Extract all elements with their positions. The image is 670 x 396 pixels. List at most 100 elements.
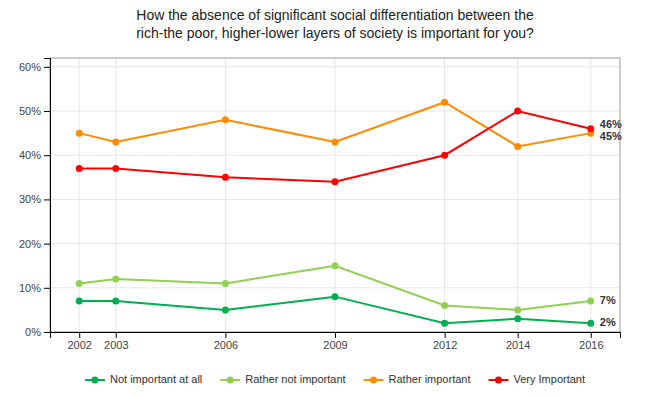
marks: [76, 99, 595, 327]
point: [514, 315, 521, 322]
tick-mark: [44, 288, 50, 289]
point: [76, 280, 83, 287]
tick: 2002: [67, 332, 91, 351]
point: [441, 152, 448, 159]
point: [112, 138, 119, 145]
tick-mark: [335, 332, 336, 338]
tick-label: 10%: [19, 282, 41, 294]
legend-marker: [370, 377, 377, 384]
tick: 30%: [19, 193, 50, 205]
data-label: 45%: [600, 130, 622, 142]
tick: 2003: [104, 332, 128, 351]
tick-label: 2012: [433, 339, 457, 351]
legend-label: Very Important: [514, 373, 586, 385]
tick-label: 2002: [67, 339, 91, 351]
legend: Not important at all Rather not important…: [85, 373, 585, 385]
point: [222, 116, 229, 123]
point: [441, 302, 448, 309]
point: [587, 125, 594, 132]
tick-label: 40%: [19, 149, 41, 161]
legend-label: Not important at all: [110, 373, 202, 385]
tick-mark: [44, 332, 50, 333]
legend-marker: [495, 377, 502, 384]
legend-item: Not important at all: [85, 373, 202, 385]
tick-mark: [116, 332, 117, 338]
line: [79, 102, 591, 146]
chart: How the absence of significant social di…: [0, 0, 670, 396]
tick-label: 2009: [323, 339, 347, 351]
tick-mark: [225, 332, 226, 338]
data-label: 2%: [600, 316, 616, 328]
tick-mark: [79, 332, 80, 338]
point: [441, 320, 448, 327]
grid-line: [79, 58, 80, 332]
tick-label: 50%: [19, 105, 41, 117]
point: [76, 130, 83, 137]
tick: 40%: [19, 149, 50, 161]
legend-item: Rather important: [364, 373, 471, 385]
tick-label: 20%: [19, 238, 41, 250]
tick: 2009: [323, 332, 347, 351]
legend-item: Rather not important: [220, 373, 345, 385]
legend-marker: [91, 377, 98, 384]
tick-label: 2016: [579, 339, 603, 351]
tick-mark: [445, 332, 446, 338]
tick: 50%: [19, 105, 50, 117]
point: [222, 280, 229, 287]
tick-mark: [44, 199, 50, 200]
tick-mark: [44, 155, 50, 156]
plot-frame: [50, 58, 620, 332]
axis-line: [44, 59, 51, 333]
tick: 2006: [214, 332, 238, 351]
tick-mark: [518, 332, 519, 338]
grid-line: [115, 58, 116, 332]
point: [76, 165, 83, 172]
point: [222, 306, 229, 313]
data-label: 7%: [600, 294, 616, 306]
legend-label: Rather not important: [245, 373, 345, 385]
tick-label: 30%: [19, 193, 41, 205]
tick: 2016: [579, 332, 603, 351]
tick-label: 2003: [104, 339, 128, 351]
axis-line: [51, 333, 621, 339]
legend-label: Rather important: [389, 373, 471, 385]
plot: 2002 2003 2006 2009 2012 2014 2016 0% 10% 20% 30% 4…: [19, 58, 622, 351]
tick: 2014: [506, 332, 530, 351]
data-label: 46%: [600, 118, 622, 130]
tick: 0%: [25, 326, 50, 338]
point: [112, 298, 119, 305]
tick-label: 60%: [19, 61, 41, 73]
tick-label: 0%: [25, 326, 41, 338]
tick-mark: [44, 111, 50, 112]
point: [441, 99, 448, 106]
point: [332, 293, 339, 300]
tick: 20%: [19, 238, 50, 250]
tick: 2012: [433, 332, 457, 351]
point: [514, 306, 521, 313]
tick-mark: [591, 332, 592, 338]
line: [79, 111, 591, 182]
tick: 60%: [19, 61, 50, 73]
grid-line: [590, 58, 591, 332]
point: [332, 262, 339, 269]
x-axis: 2002 2003 2006 2009 2012 2014 2016: [51, 332, 621, 351]
title-line: rich-the poor, higher-lower layers of so…: [136, 25, 534, 41]
tick: 10%: [19, 282, 50, 294]
tick-label: 2006: [214, 339, 238, 351]
tick-label: 2014: [506, 339, 530, 351]
title-line: How the absence of significant social di…: [136, 7, 534, 23]
line: [79, 266, 591, 310]
legend-marker: [227, 377, 234, 384]
y-axis: 0% 10% 20% 30% 40% 50% 60%: [19, 59, 51, 339]
point: [332, 178, 339, 185]
data-labels: 46%45% 7% 2%: [600, 118, 622, 328]
point: [112, 165, 119, 172]
point: [514, 108, 521, 115]
point: [587, 320, 594, 327]
tick-mark: [44, 244, 50, 245]
point: [514, 143, 521, 150]
grid: [50, 58, 620, 332]
tick-mark: [44, 67, 50, 68]
point: [76, 298, 83, 305]
point: [332, 138, 339, 145]
